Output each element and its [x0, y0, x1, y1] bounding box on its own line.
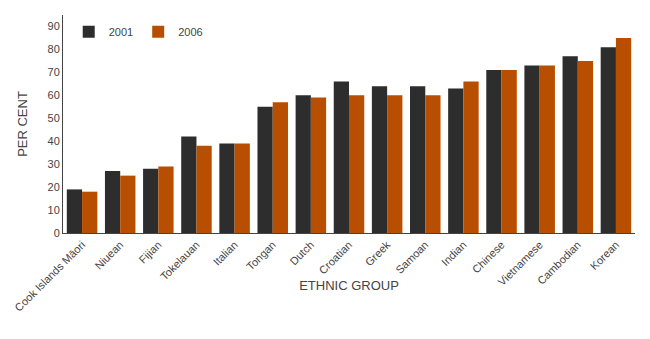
- svg-text:Greek: Greek: [363, 238, 393, 268]
- svg-text:10: 10: [48, 204, 60, 216]
- svg-text:Indian: Indian: [439, 239, 469, 269]
- svg-text:70: 70: [48, 66, 60, 78]
- svg-text:Korean: Korean: [588, 239, 622, 273]
- svg-text:80: 80: [48, 43, 60, 55]
- svg-text:Dutch: Dutch: [287, 239, 316, 268]
- svg-text:Chinese: Chinese: [470, 239, 507, 276]
- svg-text:Cook Islands Māori: Cook Islands Māori: [12, 239, 87, 314]
- svg-text:Fijian: Fijian: [137, 239, 164, 266]
- svg-text:30: 30: [48, 158, 60, 170]
- svg-text:40: 40: [48, 135, 60, 147]
- svg-text:Cambodian: Cambodian: [535, 239, 583, 287]
- svg-text:Croatian: Croatian: [316, 239, 354, 277]
- svg-text:2006: 2006: [178, 26, 202, 38]
- svg-text:20: 20: [48, 181, 60, 193]
- svg-text:60: 60: [48, 89, 60, 101]
- svg-text:Samoan: Samoan: [393, 239, 430, 276]
- svg-text:Tokelauan: Tokelauan: [158, 239, 202, 283]
- svg-text:Vietnamese: Vietnamese: [496, 239, 545, 288]
- svg-text:0: 0: [54, 227, 60, 239]
- svg-text:Tongan: Tongan: [244, 239, 278, 273]
- svg-text:ETHNIC GROUP: ETHNIC GROUP: [299, 278, 399, 293]
- svg-text:50: 50: [48, 112, 60, 124]
- svg-text:2001: 2001: [109, 26, 133, 38]
- svg-text:Italian: Italian: [211, 239, 240, 268]
- svg-text:PER CENT: PER CENT: [15, 91, 30, 157]
- svg-text:90: 90: [48, 20, 60, 32]
- svg-text:Niuean: Niuean: [92, 239, 125, 272]
